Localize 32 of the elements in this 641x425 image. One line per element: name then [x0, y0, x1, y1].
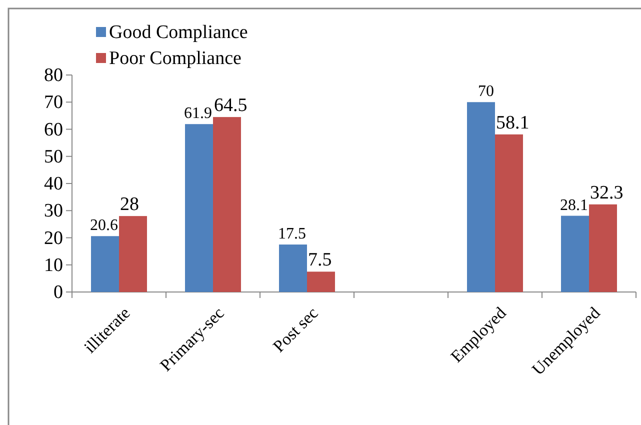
bar	[495, 134, 523, 292]
bar	[185, 124, 213, 292]
bar	[307, 272, 335, 292]
legend-label: Good Compliance	[109, 22, 248, 43]
data-label: 7.5	[308, 250, 332, 271]
data-label: 70	[478, 83, 494, 100]
data-label: 64.5	[214, 95, 248, 116]
bar	[589, 204, 617, 292]
y-tick-label: 70	[44, 92, 63, 114]
y-tick-label: 80	[44, 65, 63, 86]
bar	[279, 244, 307, 292]
y-tick-label: 50	[44, 146, 63, 168]
data-label: 32.3	[590, 182, 624, 204]
data-label: 17.5	[278, 226, 306, 243]
data-label: 61.9	[184, 105, 212, 122]
bar	[91, 236, 119, 292]
data-label: 28.1	[560, 196, 588, 214]
y-tick-label: 60	[44, 119, 63, 140]
y-tick-label: 0	[54, 282, 63, 304]
data-label: 28	[120, 194, 139, 216]
y-tick-label: 10	[44, 254, 63, 276]
y-tick-label: 30	[44, 200, 63, 222]
y-tick-label: 40	[44, 174, 63, 195]
x-tick-label: Post sec	[269, 303, 322, 356]
data-label: 58.1	[496, 112, 530, 134]
bar	[213, 117, 241, 292]
y-tick-label: 20	[44, 228, 63, 249]
bar	[467, 102, 495, 292]
bar	[561, 216, 589, 292]
legend-label: Poor Compliance	[109, 48, 242, 69]
data-label: 20.6	[90, 217, 118, 234]
bar	[119, 216, 147, 292]
